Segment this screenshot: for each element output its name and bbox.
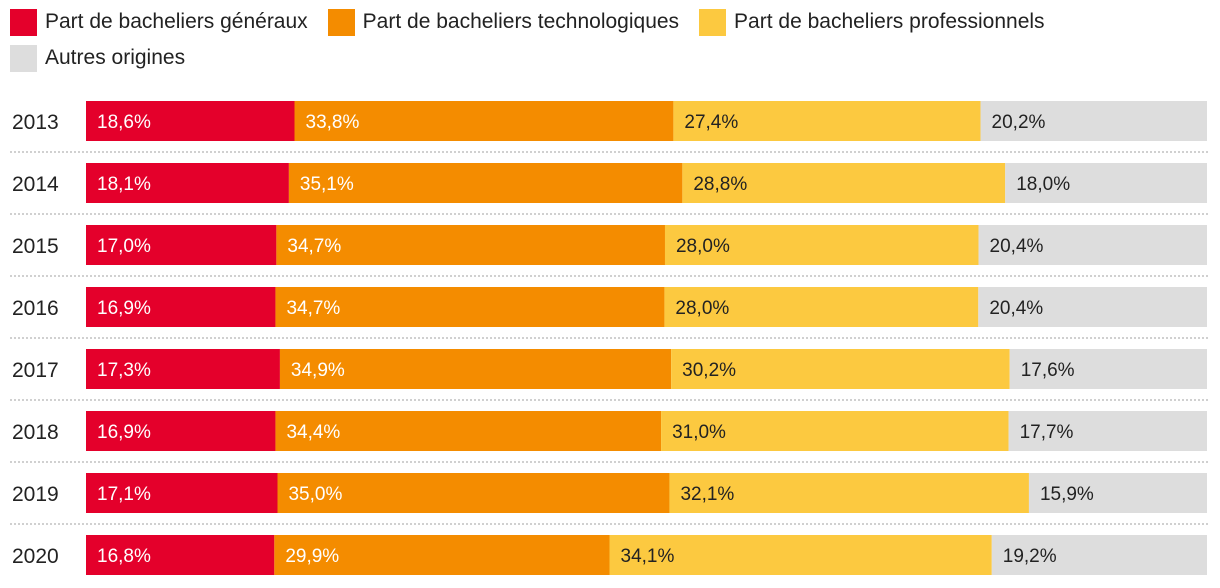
data-label-autres-2020: 19,2%	[1003, 546, 1057, 567]
data-label-professionnels-2013: 27,4%	[684, 112, 738, 133]
bar-segment-generaux-2019[interactable]	[86, 473, 278, 513]
bar-segment-professionnels-2014[interactable]	[682, 163, 1006, 203]
legend-swatch-professionnels	[699, 8, 727, 36]
year-label-2016: 2016	[12, 297, 59, 320]
bar-segment-technologiques-2017[interactable]	[279, 349, 672, 389]
data-label-generaux-2020: 16,8%	[97, 546, 151, 567]
bar-segment-technologiques-2013[interactable]	[294, 101, 674, 141]
legend-label-technologiques: Part de bacheliers technologiques	[362, 10, 680, 33]
year-label-2014: 2014	[12, 173, 59, 196]
bar-segment-generaux-2017[interactable]	[86, 349, 280, 389]
legend-swatch-generaux	[10, 8, 37, 36]
bar-segment-professionnels-2015[interactable]	[664, 225, 979, 265]
data-label-autres-2018: 17,7%	[1020, 422, 1074, 443]
bar-segment-autres-2015[interactable]	[978, 225, 1207, 265]
bar-segment-professionnels-2020[interactable]	[609, 535, 992, 575]
data-label-professionnels-2018: 31,0%	[672, 422, 726, 443]
data-label-autres-2014: 18,0%	[1016, 174, 1070, 195]
legend-item-professionnels[interactable]: Part de bacheliers professionnels	[699, 8, 1045, 36]
data-label-autres-2013: 20,2%	[992, 112, 1046, 133]
legend-label-autres: Autres origines	[45, 46, 186, 69]
data-label-autres-2015: 20,4%	[990, 236, 1044, 257]
legend-item-technologiques[interactable]: Part de bacheliers technologiques	[327, 8, 680, 36]
data-label-technologiques-2016: 34,7%	[286, 298, 340, 319]
bar-segment-autres-2016[interactable]	[978, 287, 1207, 327]
legend-item-autres[interactable]: Autres origines	[10, 44, 185, 72]
data-label-technologiques-2014: 35,1%	[300, 174, 354, 195]
bar-segment-generaux-2015[interactable]	[86, 225, 277, 265]
year-label-2019: 2019	[12, 483, 59, 506]
data-label-generaux-2018: 16,9%	[97, 422, 151, 443]
data-label-autres-2017: 17,6%	[1021, 360, 1075, 381]
bar-segment-professionnels-2017[interactable]	[671, 349, 1010, 389]
bar-segment-autres-2020[interactable]	[991, 535, 1207, 575]
year-label-2017: 2017	[12, 359, 59, 382]
bar-segment-autres-2018[interactable]	[1008, 411, 1207, 451]
data-label-generaux-2015: 17,0%	[97, 236, 151, 257]
bar-segment-generaux-2016[interactable]	[86, 287, 276, 327]
data-label-technologiques-2013: 33,8%	[306, 112, 360, 133]
bar-segment-generaux-2018[interactable]	[86, 411, 276, 451]
data-label-professionnels-2015: 28,0%	[676, 236, 730, 257]
data-label-autres-2016: 20,4%	[989, 298, 1043, 319]
bar-segment-generaux-2014[interactable]	[86, 163, 289, 203]
data-label-professionnels-2017: 30,2%	[682, 360, 736, 381]
legend-label-professionnels: Part de bacheliers professionnels	[734, 10, 1045, 33]
legend-label-generaux: Part de bacheliers généraux	[45, 10, 308, 33]
legend: Part de bacheliers généraux Part de bach…	[10, 8, 1210, 72]
data-label-generaux-2013: 18,6%	[97, 112, 151, 133]
bar-segment-autres-2017[interactable]	[1009, 349, 1207, 389]
bar-segment-generaux-2013[interactable]	[86, 101, 295, 141]
data-label-generaux-2019: 17,1%	[97, 484, 151, 505]
year-label-2015: 2015	[12, 235, 59, 258]
bar-segment-professionnels-2018[interactable]	[661, 411, 1009, 451]
data-label-autres-2019: 15,9%	[1040, 484, 1094, 505]
bar-segment-technologiques-2015[interactable]	[276, 225, 665, 265]
bar-segment-autres-2019[interactable]	[1028, 473, 1207, 513]
bar-segment-technologiques-2014[interactable]	[288, 163, 683, 203]
bar-segment-technologiques-2020[interactable]	[274, 535, 610, 575]
bar-segment-professionnels-2016[interactable]	[664, 287, 979, 327]
data-label-technologiques-2019: 35,0%	[288, 484, 342, 505]
bar-segment-professionnels-2019[interactable]	[669, 473, 1029, 513]
data-label-professionnels-2014: 28,8%	[693, 174, 747, 195]
data-label-generaux-2017: 17,3%	[97, 360, 151, 381]
year-label-2020: 2020	[12, 545, 59, 568]
bar-segment-professionnels-2013[interactable]	[673, 101, 981, 141]
data-label-professionnels-2020: 34,1%	[621, 546, 675, 567]
year-label-2018: 2018	[12, 421, 59, 444]
bar-segment-technologiques-2019[interactable]	[277, 473, 670, 513]
legend-item-generaux[interactable]: Part de bacheliers généraux	[10, 8, 308, 36]
data-label-professionnels-2016: 28,0%	[675, 298, 729, 319]
data-label-generaux-2016: 16,9%	[97, 298, 151, 319]
bar-segment-autres-2014[interactable]	[1005, 163, 1207, 203]
bar-segment-generaux-2020[interactable]	[86, 535, 275, 575]
bar-segment-technologiques-2016[interactable]	[275, 287, 665, 327]
data-label-technologiques-2017: 34,9%	[291, 360, 345, 381]
legend-swatch-autres	[10, 44, 37, 72]
legend-swatch-technologiques	[327, 8, 355, 36]
year-label-2013: 2013	[12, 111, 59, 134]
bar-segment-autres-2013[interactable]	[980, 101, 1207, 141]
data-label-technologiques-2015: 34,7%	[287, 236, 341, 257]
data-label-professionnels-2019: 32,1%	[680, 484, 734, 505]
data-label-technologiques-2020: 29,9%	[285, 546, 339, 567]
bar-segment-technologiques-2018[interactable]	[275, 411, 662, 451]
data-label-technologiques-2018: 34,4%	[286, 422, 340, 443]
data-label-generaux-2014: 18,1%	[97, 174, 151, 195]
